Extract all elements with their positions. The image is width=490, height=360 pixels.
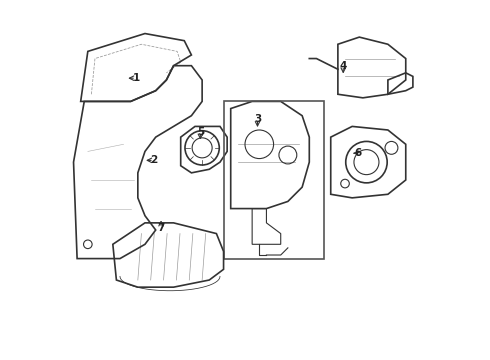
Text: 4: 4 [340, 61, 347, 71]
Text: 3: 3 [254, 114, 261, 124]
Text: 2: 2 [150, 156, 157, 165]
Text: 5: 5 [196, 127, 204, 137]
Text: 6: 6 [354, 148, 361, 158]
Bar [223, 102, 323, 258]
Text: 7: 7 [157, 223, 165, 233]
Text: 1: 1 [132, 73, 140, 83]
